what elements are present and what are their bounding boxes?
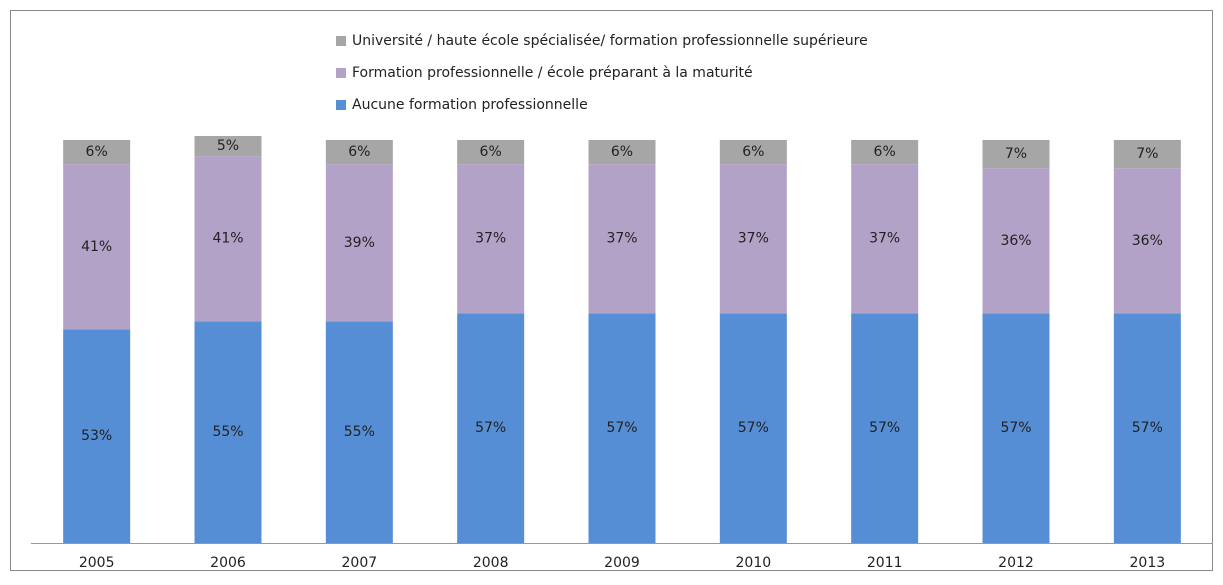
bar-segment — [851, 313, 919, 543]
x-tick-label: 2011 — [867, 555, 903, 571]
data-label: 7% — [1005, 146, 1027, 162]
bar-segment — [851, 140, 919, 165]
x-tick-label: 2006 — [210, 555, 246, 571]
bar-segment — [719, 313, 787, 543]
data-label: 39% — [344, 235, 375, 251]
data-label: 7% — [1136, 146, 1158, 162]
bar-segment — [588, 164, 656, 314]
bar-segment — [194, 156, 262, 322]
bar-segment — [194, 135, 262, 157]
bar-segment — [457, 140, 525, 165]
bar-segment — [1113, 313, 1181, 543]
bar-segment — [982, 168, 1050, 314]
bar-segment — [63, 329, 131, 543]
data-label: 5% — [217, 138, 239, 154]
data-label: 57% — [1000, 420, 1031, 436]
bar-segment — [982, 313, 1050, 543]
legend-swatch — [336, 100, 346, 110]
bar-segment — [719, 164, 787, 314]
bar-segment — [325, 321, 393, 543]
data-label: 57% — [869, 420, 900, 436]
bar-segment — [325, 164, 393, 322]
data-label: 37% — [869, 231, 900, 247]
bar-segment — [588, 140, 656, 165]
data-label: 6% — [348, 144, 370, 160]
bar-segment — [1113, 168, 1181, 314]
x-tick-label: 2005 — [79, 555, 115, 571]
data-label: 57% — [606, 420, 637, 436]
bar-segment — [1113, 140, 1181, 169]
x-tick-label: 2012 — [998, 555, 1034, 571]
bar-segment — [588, 313, 656, 543]
bar-segment — [457, 313, 525, 543]
data-label: 6% — [611, 144, 633, 160]
data-label: 6% — [86, 144, 108, 160]
x-tick-label: 2009 — [604, 555, 640, 571]
chart-frame — [10, 10, 1213, 571]
bar-segment — [982, 140, 1050, 169]
data-label: 36% — [1000, 233, 1031, 249]
data-label: 41% — [81, 239, 112, 255]
bar-segment — [719, 140, 787, 165]
x-tick-label: 2010 — [736, 555, 772, 571]
data-label: 57% — [738, 420, 769, 436]
legend-swatch — [336, 36, 346, 46]
data-label: 53% — [81, 428, 112, 444]
x-tick-label: 2013 — [1130, 555, 1166, 571]
data-label: 41% — [212, 231, 243, 247]
bar-segment — [194, 321, 262, 543]
bar-segment — [457, 164, 525, 314]
data-label: 57% — [1132, 420, 1163, 436]
x-tick-label: 2008 — [473, 555, 509, 571]
legend-label: Université / haute école spécialisée/ fo… — [352, 33, 868, 49]
data-label: 37% — [738, 231, 769, 247]
bar-segment — [63, 140, 131, 165]
data-label: 6% — [874, 144, 896, 160]
data-label: 37% — [606, 231, 637, 247]
data-label: 37% — [475, 231, 506, 247]
data-label: 55% — [344, 424, 375, 440]
data-label: 57% — [475, 420, 506, 436]
legend-label: Formation professionnelle / école prépar… — [352, 65, 753, 81]
x-tick-label: 2007 — [342, 555, 378, 571]
data-label: 6% — [742, 144, 764, 160]
bar-segment — [851, 164, 919, 314]
legend-swatch — [336, 68, 346, 78]
bar-segment — [325, 140, 393, 165]
data-label: 55% — [212, 424, 243, 440]
data-label: 36% — [1132, 233, 1163, 249]
data-label: 6% — [480, 144, 502, 160]
legend-label: Aucune formation professionnelle — [352, 97, 588, 113]
bar-segment — [63, 164, 131, 330]
